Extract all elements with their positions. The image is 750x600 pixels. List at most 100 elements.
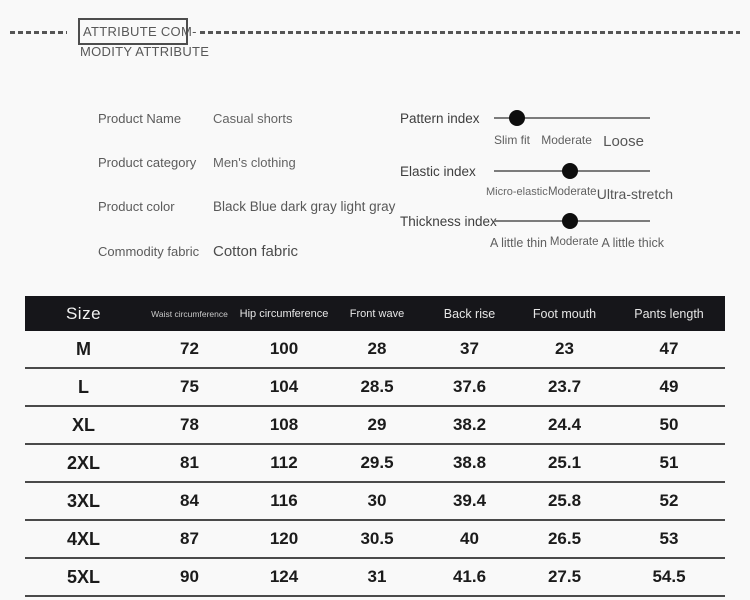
cell-back-rise: 41.6 <box>452 567 487 586</box>
column-header-front-wave: Front wave <box>349 307 405 320</box>
table-row: XL 78 108 29 38.2 24.4 50 <box>25 407 725 445</box>
thickness-index-label: Thickness index <box>400 214 497 229</box>
cell-hip: 120 <box>269 529 299 548</box>
attribute-label: Product color <box>98 199 175 215</box>
cell-back-rise: 37.6 <box>452 377 487 396</box>
section-title-line2: MODITY ATTRIBUTE <box>80 44 210 59</box>
tick-label: A little thick <box>601 236 664 250</box>
cell-size: 3XL <box>66 490 100 511</box>
cell-size: 2XL <box>66 452 100 473</box>
cell-foot-mouth: 27.5 <box>547 567 582 586</box>
cell-hip: 104 <box>269 377 299 396</box>
cell-pants-length: 50 <box>659 415 679 434</box>
tick-label: A little thin <box>490 236 547 250</box>
attribute-label: Product category <box>98 154 197 170</box>
attribute-row: Product category Men's clothing <box>98 140 398 184</box>
tick-label: Moderate <box>547 186 597 198</box>
cell-hip: 116 <box>270 491 298 510</box>
cell-pants-length: 47 <box>659 339 679 358</box>
column-header-foot-mouth: Foot mouth <box>532 306 597 321</box>
cell-hip: 108 <box>269 415 299 434</box>
cell-back-rise: 38.2 <box>452 415 487 434</box>
tick-label: Loose <box>603 133 644 150</box>
elastic-index-slider-group: Elastic index Micro-elastic Moderate Ult… <box>400 162 700 214</box>
column-header-size: Size <box>65 303 102 323</box>
pattern-index-ticks: Slim fit Moderate Loose <box>494 133 644 150</box>
column-header-pants-length: Pants length <box>634 306 704 321</box>
size-chart-body: M 72 100 28 37 23 47 L 75 104 28.5 37.6 … <box>25 331 725 597</box>
elastic-index-slider-knob[interactable] <box>562 163 579 179</box>
cell-waist: 84 <box>180 491 199 510</box>
header-dash-left <box>10 31 67 34</box>
thickness-index-slider-track[interactable] <box>494 213 650 229</box>
header-dash-right <box>200 31 740 34</box>
cell-waist: 87 <box>180 529 199 548</box>
table-row: L 75 104 28.5 37.6 23.7 49 <box>25 369 725 407</box>
cell-front-wave: 29 <box>367 415 387 434</box>
tick-label: Slim fit <box>494 133 530 147</box>
pattern-index-slider-knob[interactable] <box>509 110 526 126</box>
cell-back-rise: 40 <box>460 529 479 548</box>
table-row: 4XL 87 120 30.5 40 26.5 53 <box>25 521 725 559</box>
tick-label: Moderate <box>541 133 592 147</box>
cell-size: XL <box>71 414 95 435</box>
thickness-index-slider-group: Thickness index A little thin Moderate A… <box>400 212 700 264</box>
column-header-back-rise: Back rise <box>443 306 496 321</box>
elastic-index-slider-track[interactable] <box>494 163 650 179</box>
cell-front-wave: 29.5 <box>360 453 394 472</box>
column-header-hip-circumference: Hip circumference <box>239 307 329 320</box>
cell-pants-length: 49 <box>659 377 679 396</box>
cell-waist: 72 <box>180 339 199 358</box>
cell-pants-length: 52 <box>659 491 679 510</box>
cell-pants-length: 53 <box>659 529 679 548</box>
cell-back-rise: 38.8 <box>452 453 487 472</box>
cell-foot-mouth: 25.1 <box>547 453 582 472</box>
attribute-value: Casual shorts <box>213 110 293 126</box>
cell-pants-length: 51 <box>659 453 679 472</box>
pattern-index-slider-track[interactable] <box>494 110 650 126</box>
cell-foot-mouth: 23 <box>555 339 574 358</box>
table-row: M 72 100 28 37 23 47 <box>25 331 725 369</box>
size-chart-table: Size Waist circumference Hip circumferen… <box>25 296 725 597</box>
cell-front-wave: 28 <box>367 339 387 358</box>
cell-waist: 90 <box>180 567 199 586</box>
cell-pants-length: 54.5 <box>652 567 686 586</box>
attribute-label: Commodity fabric <box>98 243 200 259</box>
cell-foot-mouth: 23.7 <box>547 377 582 396</box>
elastic-index-label: Elastic index <box>400 164 476 179</box>
attribute-list: Product Name Casual shorts Product categ… <box>98 96 398 273</box>
cell-size: 4XL <box>66 528 100 549</box>
cell-size: M <box>76 338 91 359</box>
tick-label: Micro-elastic <box>486 186 548 198</box>
cell-back-rise: 39.4 <box>452 491 487 510</box>
cell-back-rise: 37 <box>460 339 479 358</box>
attribute-value: Black Blue dark gray light gray <box>213 199 396 215</box>
cell-foot-mouth: 26.5 <box>547 529 582 548</box>
attribute-value: Men's clothing <box>213 154 296 170</box>
column-header-waist-circumference: Waist circumference <box>151 308 228 319</box>
cell-hip: 112 <box>270 453 298 472</box>
table-row: 3XL 84 116 30 39.4 25.8 52 <box>25 483 725 521</box>
table-row: 2XL 81 112 29.5 38.8 25.1 51 <box>25 445 725 483</box>
cell-front-wave: 30.5 <box>360 529 394 548</box>
cell-hip: 100 <box>269 339 299 358</box>
attribute-value: Cotton fabric <box>213 242 299 260</box>
table-row: 5XL 90 124 31 41.6 27.5 54.5 <box>25 559 725 597</box>
section-title-box: ATTRIBUTE COM- <box>78 18 196 45</box>
size-chart-header-row: Size Waist circumference Hip circumferen… <box>25 296 725 331</box>
tick-label: Moderate <box>549 236 599 248</box>
pattern-index-label: Pattern index <box>400 111 480 126</box>
pattern-index-slider-group: Pattern index Slim fit Moderate Loose <box>400 109 700 161</box>
attribute-row: Product Name Casual shorts <box>98 96 398 140</box>
cell-hip: 124 <box>269 567 299 586</box>
cell-size: 5XL <box>66 566 100 587</box>
elastic-index-ticks: Micro-elastic Moderate Ultra-stretch <box>486 186 673 202</box>
cell-front-wave: 31 <box>367 567 387 586</box>
cell-waist: 78 <box>180 415 199 434</box>
attribute-row: Product color Black Blue dark gray light… <box>98 185 398 229</box>
thickness-index-ticks: A little thin Moderate A little thick <box>490 236 664 250</box>
cell-front-wave: 28.5 <box>360 377 394 396</box>
cell-size: L <box>78 376 89 397</box>
thickness-index-slider-knob[interactable] <box>562 213 579 229</box>
cell-front-wave: 30 <box>367 491 387 510</box>
